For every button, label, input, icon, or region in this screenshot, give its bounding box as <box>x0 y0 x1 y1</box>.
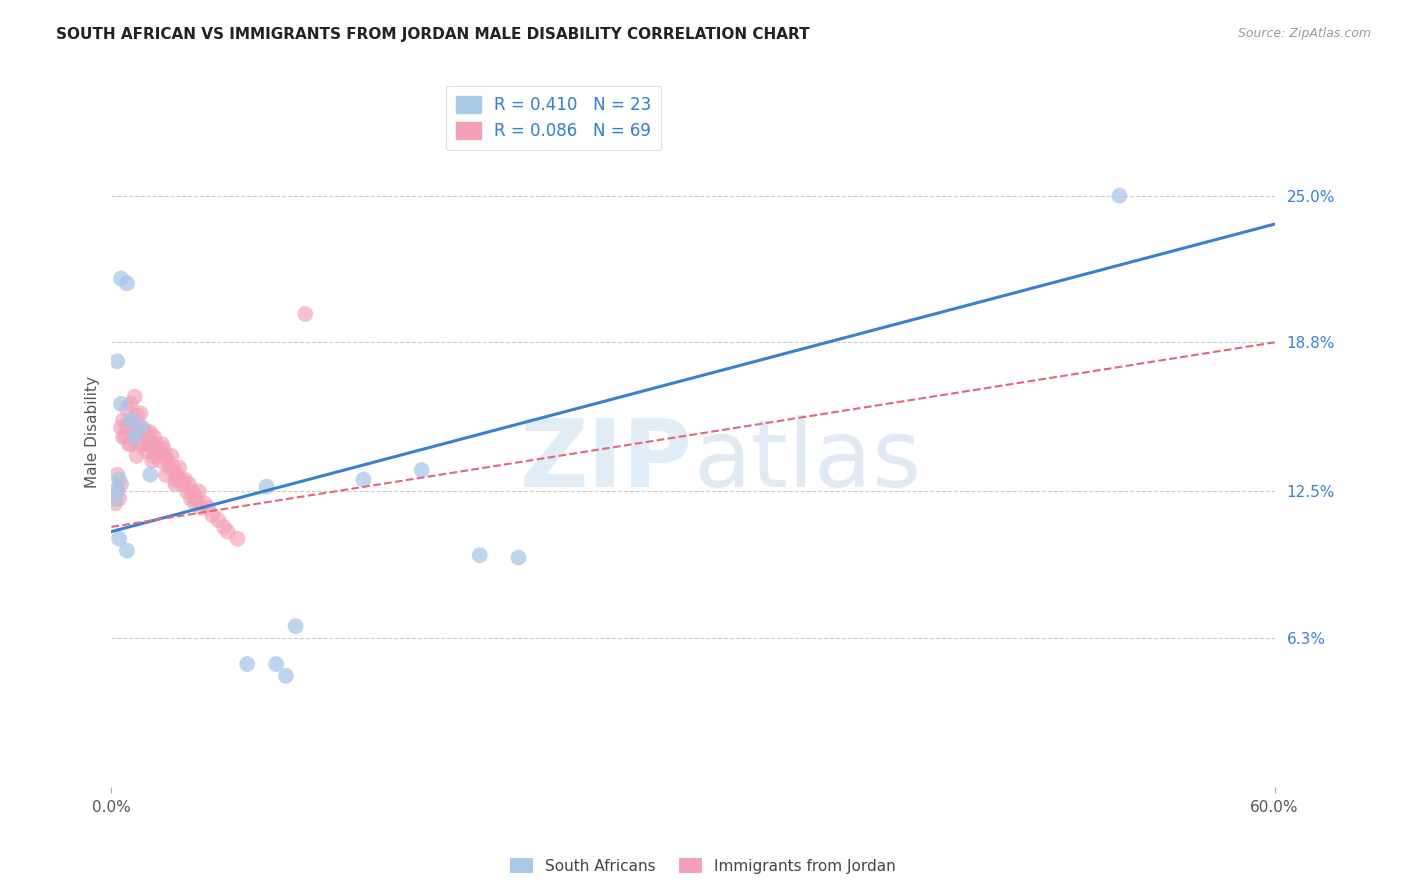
Point <box>149 453 172 467</box>
Point <box>125 449 148 463</box>
Point <box>108 491 131 506</box>
Point <box>264 657 287 671</box>
Point <box>128 425 150 440</box>
Point <box>207 513 229 527</box>
Point <box>174 473 197 487</box>
Point <box>217 524 239 539</box>
Point <box>131 420 153 434</box>
Point <box>152 442 174 456</box>
Point <box>112 413 135 427</box>
Point <box>105 354 128 368</box>
Point <box>165 473 187 487</box>
Point <box>468 548 491 562</box>
Point <box>129 437 152 451</box>
Point <box>145 437 167 451</box>
Point <box>129 420 152 434</box>
Point <box>141 453 163 467</box>
Text: ZIP: ZIP <box>520 415 693 507</box>
Point <box>274 669 297 683</box>
Point <box>236 657 259 671</box>
Point <box>135 444 157 458</box>
Point <box>156 453 179 467</box>
Point <box>294 307 316 321</box>
Point <box>167 460 190 475</box>
Legend: South Africans, Immigrants from Jordan: South Africans, Immigrants from Jordan <box>505 852 901 880</box>
Point <box>118 437 141 451</box>
Point <box>110 477 132 491</box>
Point <box>508 550 530 565</box>
Point <box>135 425 157 440</box>
Point <box>1108 188 1130 202</box>
Point <box>114 430 136 444</box>
Point <box>134 437 156 451</box>
Point <box>120 437 142 451</box>
Text: Source: ZipAtlas.com: Source: ZipAtlas.com <box>1237 27 1371 40</box>
Point <box>131 425 153 440</box>
Point <box>115 418 138 433</box>
Point <box>141 437 163 451</box>
Text: atlas: atlas <box>693 415 921 507</box>
Point <box>136 437 159 451</box>
Point <box>172 477 194 491</box>
Legend: R = 0.410   N = 23, R = 0.086   N = 69: R = 0.410 N = 23, R = 0.086 N = 69 <box>446 86 661 151</box>
Point <box>110 397 132 411</box>
Point <box>226 532 249 546</box>
Point <box>190 500 212 515</box>
Point <box>115 277 138 291</box>
Point <box>115 401 138 416</box>
Point <box>105 467 128 482</box>
Point <box>125 409 148 423</box>
Point <box>120 413 142 427</box>
Point <box>212 520 235 534</box>
Point <box>184 496 207 510</box>
Point <box>186 491 208 506</box>
Point <box>104 491 127 506</box>
Point <box>108 473 131 487</box>
Point <box>124 418 146 433</box>
Point <box>193 496 215 510</box>
Point <box>201 508 224 522</box>
Point <box>165 477 187 491</box>
Point <box>177 477 200 491</box>
Y-axis label: Male Disability: Male Disability <box>86 376 100 488</box>
Point <box>181 484 204 499</box>
Point <box>124 430 146 444</box>
Point <box>352 473 374 487</box>
Point <box>108 532 131 546</box>
Point <box>166 467 188 482</box>
Point <box>110 271 132 285</box>
Point <box>150 437 173 451</box>
Point <box>139 467 162 482</box>
Point <box>146 444 169 458</box>
Point <box>155 449 177 463</box>
Point <box>143 430 166 444</box>
Point <box>115 543 138 558</box>
Point <box>139 425 162 440</box>
Point <box>187 484 209 499</box>
Point <box>105 482 128 496</box>
Text: SOUTH AFRICAN VS IMMIGRANTS FROM JORDAN MALE DISABILITY CORRELATION CHART: SOUTH AFRICAN VS IMMIGRANTS FROM JORDAN … <box>56 27 810 42</box>
Point <box>124 390 146 404</box>
Point <box>129 406 152 420</box>
Point <box>159 460 181 475</box>
Point <box>162 460 184 475</box>
Point <box>256 480 278 494</box>
Point <box>120 413 142 427</box>
Point <box>180 491 202 506</box>
Point <box>105 484 128 499</box>
Point <box>149 444 172 458</box>
Point <box>284 619 307 633</box>
Point <box>112 430 135 444</box>
Point <box>170 473 193 487</box>
Point <box>121 427 143 442</box>
Point <box>120 397 142 411</box>
Point <box>197 500 219 515</box>
Point <box>160 449 183 463</box>
Point <box>110 420 132 434</box>
Point <box>155 467 177 482</box>
Point <box>143 449 166 463</box>
Point <box>104 496 127 510</box>
Point <box>176 484 198 499</box>
Point <box>411 463 433 477</box>
